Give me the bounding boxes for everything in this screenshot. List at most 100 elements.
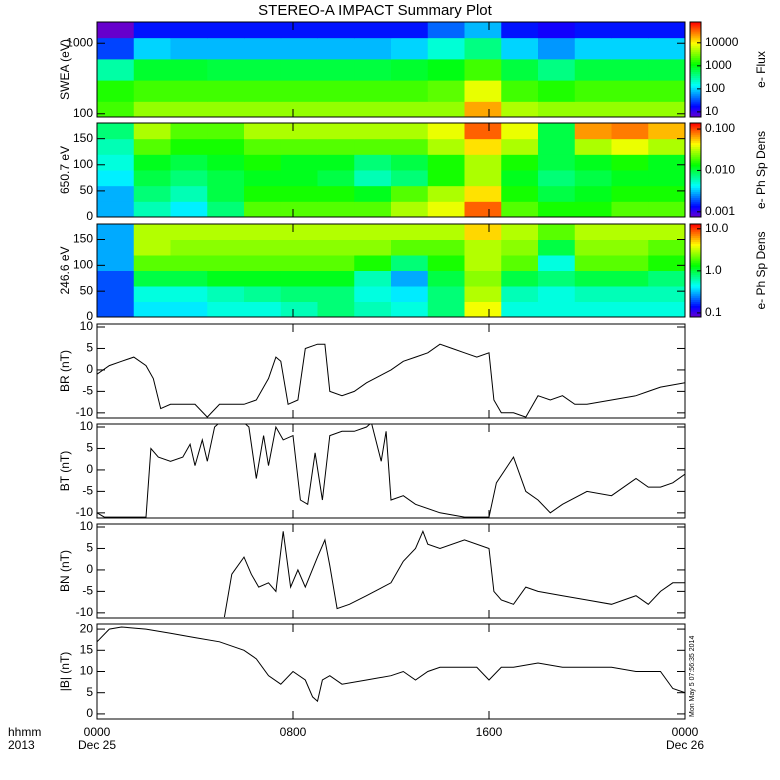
colorbar-strip	[690, 293, 701, 297]
colorbar-strip	[690, 22, 701, 25]
heatmap-cell	[464, 37, 502, 60]
heatmap-cell	[97, 101, 135, 118]
colorbar-strip	[690, 237, 701, 240]
heatmap-cell	[354, 101, 392, 118]
colorbar-tick-label: 10.0	[705, 221, 729, 235]
colorbar-strip	[690, 268, 701, 271]
heatmap-cell	[170, 239, 208, 256]
colorbar-strip	[690, 295, 701, 299]
heatmap-cell	[207, 301, 245, 318]
heatmap-cell	[280, 201, 318, 218]
heatmap-cell	[97, 201, 135, 218]
colorbar-strip	[690, 282, 701, 285]
heatmap-cell	[611, 22, 649, 39]
colorbar-strip	[690, 185, 701, 189]
colorbar-strip	[690, 124, 701, 128]
heatmap-cell	[97, 301, 135, 318]
panel-frame	[96, 623, 686, 720]
colorbar-strip	[690, 140, 701, 144]
colorbar-strip	[690, 123, 701, 126]
heatmap-cell	[574, 301, 612, 318]
y-tick-label: 0	[86, 706, 93, 720]
colorbar-strip	[690, 315, 701, 318]
heatmap-cell	[611, 239, 649, 256]
heatmap-cell	[501, 123, 539, 140]
heatmap-cell	[611, 301, 649, 318]
colorbar-strip	[690, 43, 701, 47]
heatmap-cell	[133, 224, 171, 240]
heatmap-cell	[538, 224, 576, 240]
heatmap-cell	[574, 80, 612, 102]
colorbar-strip	[690, 266, 701, 270]
colorbar-strip	[690, 160, 701, 163]
heatmap-cell	[464, 101, 502, 118]
heatmap-cell	[170, 37, 208, 60]
y-tick-label: 0	[86, 362, 93, 376]
heatmap-cell	[170, 224, 208, 240]
heatmap-cell	[391, 37, 429, 60]
heatmap-cell	[538, 154, 576, 171]
colorbar-strip	[690, 113, 701, 116]
heatmap-cell	[244, 185, 282, 202]
heatmap-cell	[574, 138, 612, 155]
heatmap-cell	[133, 22, 171, 39]
heatmap-cell	[611, 185, 649, 202]
heatmap-cell	[170, 22, 208, 39]
heatmap-cell	[574, 37, 612, 60]
heatmap-cell	[427, 101, 465, 118]
y-tick-label: 10	[80, 419, 94, 433]
heatmap-cell	[280, 22, 318, 39]
heatmap-cell	[280, 170, 318, 187]
heatmap-cell	[170, 123, 208, 140]
colorbar-tick-label: 0.010	[705, 163, 735, 177]
colorbar-strip	[690, 61, 701, 65]
y-axis-label: 650.7 eV	[58, 146, 72, 194]
heatmap-cell	[207, 138, 245, 155]
heatmap-cell	[133, 101, 171, 118]
heatmap-cell	[464, 123, 502, 140]
heatmap-cell	[207, 80, 245, 102]
year-label: 2013	[8, 738, 35, 752]
colorbar-strip	[690, 107, 701, 110]
colorbar-strip	[690, 258, 701, 262]
heatmap-cell	[354, 201, 392, 218]
colorbar-strip	[690, 83, 701, 86]
y-tick-label: 50	[80, 183, 94, 197]
heatmap-cell	[391, 239, 429, 256]
colorbar-strip	[690, 39, 701, 43]
heatmap-cell	[648, 154, 686, 171]
colorbar-tick-label: 10	[705, 104, 719, 118]
heatmap-cell	[97, 138, 135, 155]
heatmap-cell	[611, 58, 649, 81]
colorbar-label: e- Flux	[754, 51, 768, 88]
data-line	[223, 529, 685, 618]
colorbar-frame	[689, 21, 702, 118]
heatmap-cell	[354, 270, 392, 287]
colorbar-strip	[690, 215, 701, 218]
heatmap-cell	[391, 138, 429, 155]
colorbar-strip	[690, 209, 701, 212]
panel-frame	[96, 223, 686, 318]
x-tick-label: 0000	[84, 725, 111, 739]
colorbar-strip	[690, 201, 701, 204]
heatmap-cell	[501, 301, 539, 318]
heatmap-cell	[317, 101, 355, 118]
heatmap-cell	[280, 58, 318, 81]
colorbar-strip	[690, 31, 701, 35]
colorbar-strip	[690, 134, 701, 138]
heatmap-cell	[464, 138, 502, 155]
heatmap-cell	[207, 224, 245, 240]
panel-frame	[96, 21, 686, 118]
colorbar-strip	[690, 276, 701, 279]
heatmap-cell	[391, 154, 429, 171]
heatmap-cell	[244, 255, 282, 271]
heatmap-cell	[648, 255, 686, 271]
colorbar-strip	[690, 95, 701, 98]
heatmap-cell	[170, 201, 208, 218]
colorbar-strip	[690, 199, 701, 202]
colorbar-strip	[690, 193, 701, 196]
heatmap-cell	[391, 255, 429, 271]
heatmap-cell	[611, 170, 649, 187]
colorbar-tick-label: 0.1	[705, 305, 722, 319]
colorbar-strip	[690, 179, 701, 183]
